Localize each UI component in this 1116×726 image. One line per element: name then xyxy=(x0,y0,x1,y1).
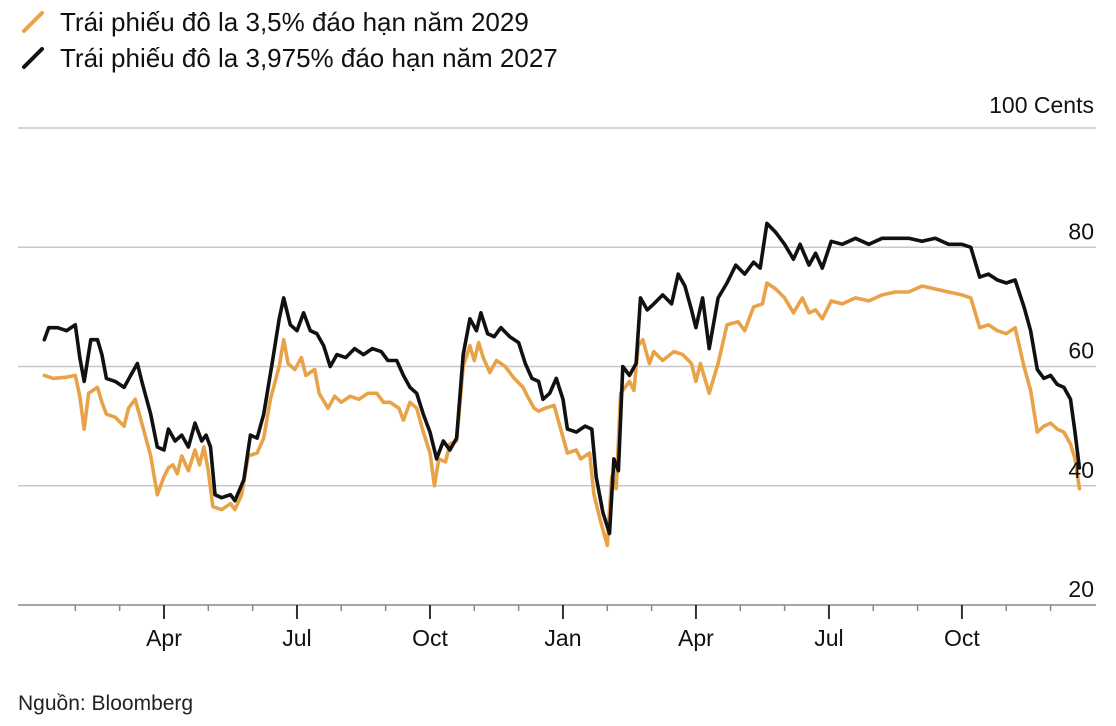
x-tick-label-oct: Oct xyxy=(944,625,980,651)
y-tick-labels: 20 40 60 80 xyxy=(1068,218,1094,602)
x-tick-label-jul: Jul xyxy=(814,625,843,651)
y-tick-label-80: 80 xyxy=(1068,218,1094,244)
x-tick-label-apr: Apr xyxy=(678,625,714,651)
legend-label-2029: Trái phiếu đô la 3,5% đáo hạn năm 2029 xyxy=(60,6,529,37)
x-tick-label-jul: Jul xyxy=(282,625,311,651)
legend-swatch-black xyxy=(20,45,46,71)
series-layer xyxy=(42,221,1082,548)
x-tick-label-apr: Apr xyxy=(146,625,182,651)
source-note: Nguồn: Bloomberg xyxy=(18,692,194,715)
y-tick-label-40: 40 xyxy=(1068,457,1094,483)
legend: Trái phiếu đô la 3,5% đáo hạn năm 2029 T… xyxy=(20,4,558,76)
y-tick-label-20: 20 xyxy=(1068,576,1094,602)
x-tick-label-jan: Jan xyxy=(544,625,581,651)
x-tick-label-oct: Oct xyxy=(412,625,448,651)
legend-item-2027: Trái phiếu đô la 3,975% đáo hạn năm 2027 xyxy=(20,40,558,76)
legend-item-2029: Trái phiếu đô la 3,5% đáo hạn năm 2029 xyxy=(20,4,558,40)
series-line-1 xyxy=(42,221,1082,536)
gridlines xyxy=(18,127,1096,487)
x-axis: Apr Jul Oct Jan Apr Jul Oct xyxy=(18,604,1096,651)
legend-label-2027: Trái phiếu đô la 3,975% đáo hạn năm 2027 xyxy=(60,42,558,73)
series-line-0 xyxy=(42,281,1082,548)
y-unit-label: 100 Cents xyxy=(989,92,1094,118)
y-tick-label-60: 60 xyxy=(1068,338,1094,364)
legend-swatch-orange xyxy=(20,9,46,35)
